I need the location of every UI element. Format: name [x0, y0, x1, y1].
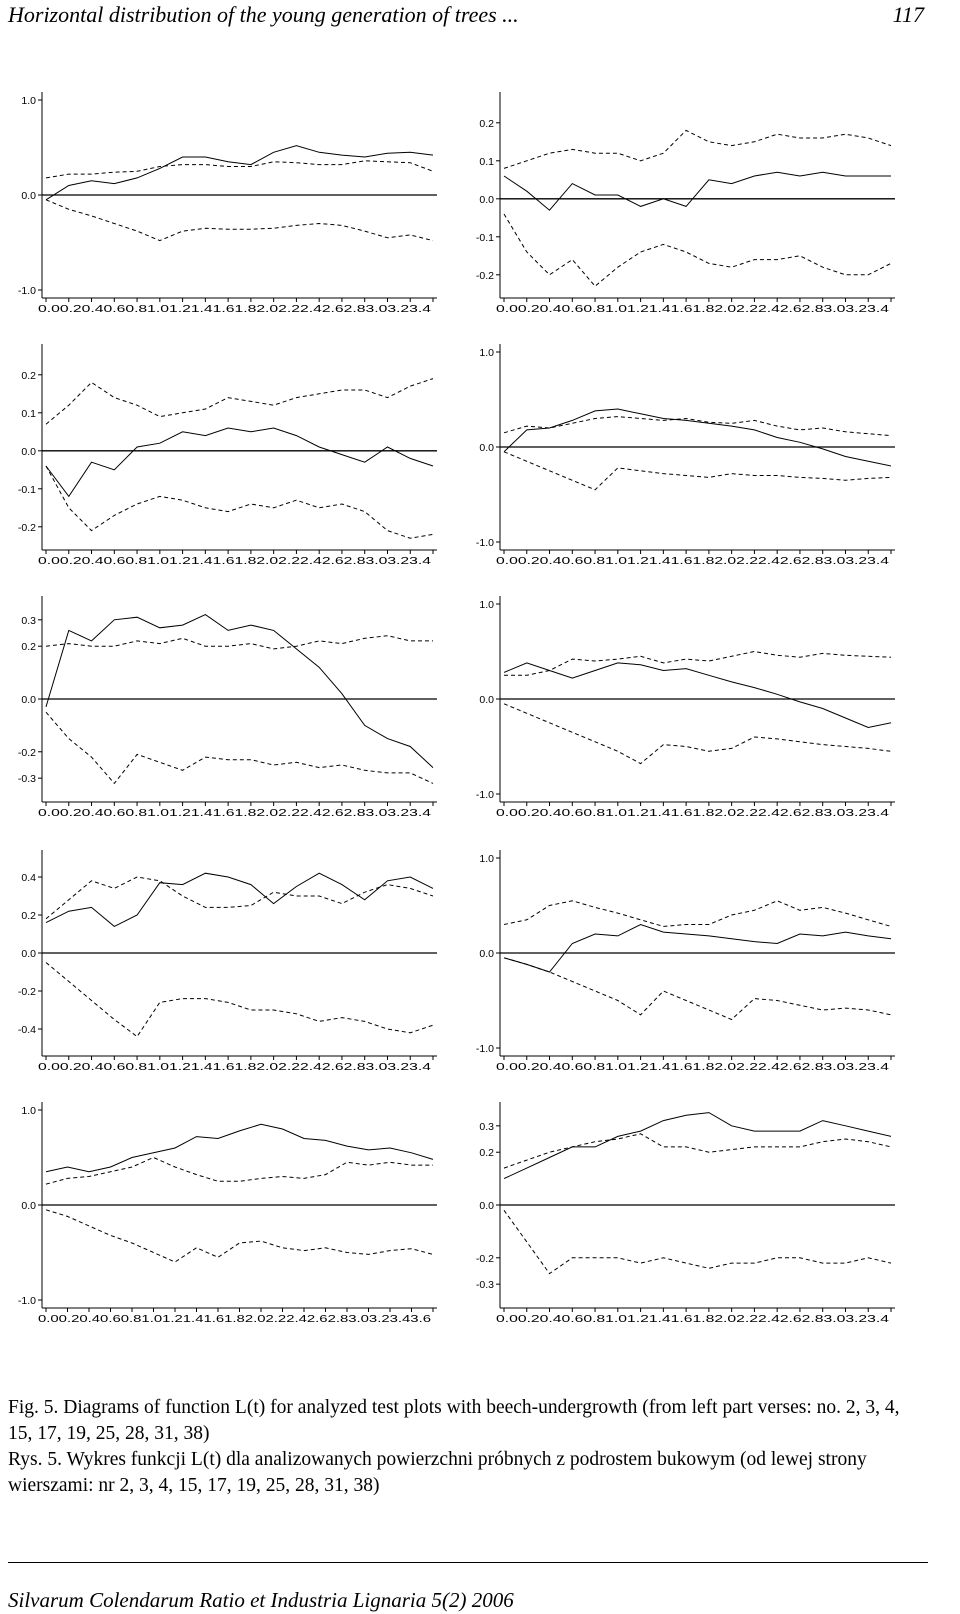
figure-charts: 1.00.0-1.00.00.20.40.60.81.01.21.41.61.8…: [18, 92, 895, 1325]
x-tick-labels: 0.00.20.40.60.81.01.21.41.61.82.02.22.42…: [38, 1313, 431, 1325]
page-number: 117: [892, 2, 924, 27]
series-envelope-2: [45, 1209, 434, 1263]
series-envelope-1: [45, 378, 434, 425]
chart-panel-10: 0.3 0.2 0.0 -0.2 -0.3 0.00.20.40.60.81.01.21.…: [476, 1102, 895, 1325]
series-envelope-1: [503, 900, 892, 927]
y-tick-label: 0.0: [479, 694, 494, 706]
series-observed: [45, 872, 434, 927]
x-tick-labels: 0.00.20.40.60.81.01.21.41.61.82.02.22.42…: [496, 807, 889, 819]
series-envelope-2: [45, 711, 434, 785]
chart-panel-6: 1.0 0.0 -1.00.00.20.40.60.81.01.21.41.61.8…: [476, 596, 895, 819]
y-tick-label: 0.2: [21, 370, 36, 382]
series-envelope-2: [503, 451, 892, 491]
series-envelope-1: [45, 876, 434, 920]
series-observed: [45, 145, 434, 201]
y-tick-label: -1.0: [18, 1295, 36, 1307]
series-observed: [503, 923, 892, 973]
y-tick-label: 0.0: [21, 694, 36, 706]
series-observed: [45, 614, 434, 768]
series-observed: [503, 1112, 892, 1180]
series-observed: [503, 662, 892, 729]
y-tick-label: 1.0: [479, 347, 494, 359]
series-envelope-1: [503, 1133, 892, 1169]
y-tick-label: -0.1: [18, 484, 36, 496]
series-envelope-1: [45, 635, 433, 650]
y-tick-label: 0.2: [21, 910, 36, 922]
series-observed: [503, 171, 891, 211]
series-envelope-1: [503, 129, 892, 169]
y-tick-label: -1.0: [18, 285, 36, 297]
x-tick-labels: 0.00.20.40.60.81.01.21.41.61.82.02.22.42…: [496, 555, 889, 567]
x-tick-labels: 0.00.20.40.60.81.01.21.41.61.82.02.22.42…: [38, 303, 431, 315]
chart-panel-7: 0.4 0.2 0.0 -0.2 -0.4 0.00.20.40.60.81.01.21.…: [18, 850, 437, 1073]
y-tick-label: 0.0: [479, 948, 494, 960]
y-tick-label: 0.0: [21, 948, 36, 960]
y-tick-label: 0.4: [21, 872, 36, 884]
running-title: Horizontal distribution of the young gen…: [8, 2, 519, 27]
y-tick-label: -0.2: [476, 1253, 494, 1265]
y-tick-label: 1.0: [479, 853, 494, 865]
series-envelope-2: [503, 213, 892, 287]
series-envelope-2: [503, 1210, 892, 1275]
series-observed: [45, 427, 434, 498]
chart-panel-8: 1.0 0.0 -1.00.00.20.40.60.81.01.21.41.61.8…: [476, 850, 895, 1073]
y-tick-label: -0.2: [18, 986, 36, 998]
y-tick-label: -1.0: [476, 789, 494, 801]
y-tick-label: 0.2: [479, 118, 494, 130]
y-tick-label: 0.0: [479, 442, 494, 454]
y-tick-label: -0.2: [18, 522, 36, 534]
y-tick-label: 0.3: [479, 1121, 494, 1133]
series-envelope-2: [503, 957, 892, 1021]
chart-panel-4: 1.0 0.0 -1.00.00.20.40.60.81.01.21.41.61.8…: [476, 344, 895, 567]
y-tick-label: 0.1: [21, 408, 36, 420]
journal-footer: Silvarum Colendarum Ratio et Industria L…: [8, 1588, 514, 1612]
y-tick-label: -0.3: [18, 773, 36, 785]
y-tick-label: -0.3: [476, 1279, 494, 1291]
chart-panel-1: 1.0 0.0 -1.00.00.20.40.60.81.01.21.41.61.8…: [18, 92, 437, 315]
y-tick-label: 0.0: [21, 1200, 36, 1212]
chart-panel-2: 0.2 0.1 0.0 -0.1 -0.2 0.00.20.40.60.81.01.21.…: [476, 92, 895, 315]
x-tick-labels: 0.00.20.40.60.81.01.21.41.61.82.02.22.42…: [38, 555, 431, 567]
x-tick-labels: 0.00.20.40.60.81.01.21.41.61.82.02.22.42…: [496, 303, 889, 315]
chart-panel-5: 0.3 0.2 0.0 -0.2 -0.3 0.00.20.40.60.81.01.21.…: [18, 596, 437, 819]
y-tick-label: 1.0: [21, 95, 36, 107]
series-observed: [45, 1123, 434, 1173]
y-tick-label: 1.0: [21, 1105, 36, 1117]
running-header: Horizontal distribution of the young gen…: [8, 0, 924, 32]
y-tick-label: -0.1: [476, 232, 494, 244]
y-tick-label: 0.0: [21, 190, 36, 202]
series-envelope-1: [503, 416, 892, 437]
y-tick-label: 0.1: [479, 156, 494, 168]
series-envelope-1: [504, 650, 892, 676]
y-tick-label: 0.0: [479, 1200, 494, 1212]
series-observed: [503, 408, 892, 467]
caption-english: Fig. 5. Diagrams of function L(t) for an…: [8, 1397, 900, 1444]
y-tick-label: -0.4: [18, 1024, 36, 1036]
y-tick-label: -0.2: [18, 747, 36, 759]
y-tick-label: 0.3: [21, 615, 36, 627]
series-envelope-1: [45, 160, 434, 179]
caption-polish: Rys. 5. Wykres funkcji L(t) dla analizow…: [8, 1449, 867, 1496]
y-tick-label: -1.0: [476, 537, 494, 549]
y-tick-label: 0.2: [479, 1147, 494, 1159]
y-tick-label: 0.2: [21, 641, 36, 653]
y-tick-label: 0.0: [479, 194, 494, 206]
series-envelope-1: [45, 1156, 433, 1185]
y-tick-label: -0.2: [476, 270, 494, 282]
y-tick-label: 1.0: [479, 599, 494, 611]
x-tick-labels: 0.00.20.40.60.81.01.21.41.61.82.02.22.42…: [496, 1061, 889, 1073]
figure-caption: Fig. 5. Diagrams of function L(t) for an…: [8, 1395, 928, 1499]
series-envelope-2: [45, 465, 434, 539]
y-tick-label: -1.0: [476, 1043, 494, 1055]
series-envelope-2: [45, 199, 434, 242]
footer-rule: [8, 1562, 928, 1563]
series-envelope-2: [503, 703, 892, 765]
series-envelope-2: [45, 962, 434, 1038]
x-tick-labels: 0.00.20.40.60.81.01.21.41.61.82.02.22.42…: [38, 807, 431, 819]
x-tick-labels: 0.00.20.40.60.81.01.21.41.61.82.02.22.42…: [38, 1061, 431, 1073]
y-tick-label: 0.0: [21, 446, 36, 458]
chart-panel-3: 0.2 0.1 0.0 -0.1 -0.2 0.00.20.40.60.81.01.21.…: [18, 344, 437, 567]
x-tick-labels: 0.00.20.40.60.81.01.21.41.61.82.02.22.42…: [496, 1313, 889, 1325]
chart-panel-9: 1.0 0.0 -1.00.00.20.40.60.81.01.21.41.61.8…: [18, 1102, 437, 1325]
